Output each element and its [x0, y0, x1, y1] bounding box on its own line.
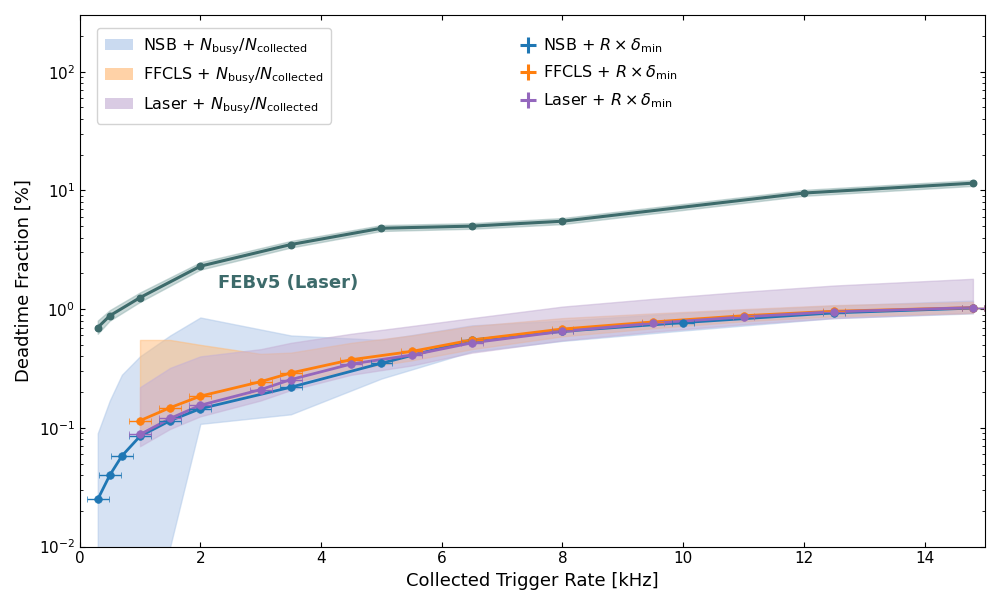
Point [965, 178, 981, 188]
Point [373, 223, 389, 233]
Point [90, 322, 106, 332]
Point [102, 311, 118, 321]
Text: FEBv5 (Laser): FEBv5 (Laser) [218, 274, 359, 292]
Point [554, 217, 570, 226]
Point [796, 188, 812, 198]
Point [132, 293, 148, 302]
Y-axis label: Deadtime Fraction [%]: Deadtime Fraction [%] [15, 179, 33, 382]
Point [283, 240, 299, 249]
X-axis label: Collected Trigger Rate [kHz]: Collected Trigger Rate [kHz] [406, 572, 659, 590]
Legend: NSB + $R \times \delta_{\mathrm{min}}$, FFCLS + $R \times \delta_{\mathrm{min}}$: NSB + $R \times \delta_{\mathrm{min}}$, … [513, 28, 686, 118]
Point [192, 261, 208, 271]
Point [464, 221, 480, 231]
